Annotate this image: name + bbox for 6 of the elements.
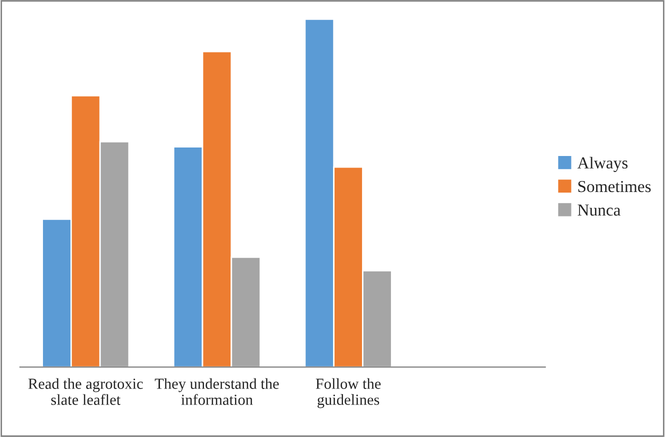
x-tick-label: They understand the information <box>154 378 279 405</box>
legend-label: Nunca <box>578 204 620 216</box>
legend-label: Sometimes <box>578 180 651 192</box>
x-tick-label: Follow the guidelines <box>316 378 381 408</box>
x-tick-label: Read the agrotoxic slate leaflet <box>28 378 143 405</box>
legend-label: Always <box>577 156 628 172</box>
